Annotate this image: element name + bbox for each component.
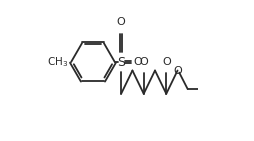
Text: S: S <box>117 56 125 69</box>
Text: O: O <box>133 57 141 67</box>
Text: O: O <box>116 17 125 27</box>
Text: O: O <box>161 57 170 67</box>
Text: O: O <box>139 57 148 67</box>
Text: O: O <box>172 66 181 75</box>
Text: CH$_3$: CH$_3$ <box>47 55 68 69</box>
